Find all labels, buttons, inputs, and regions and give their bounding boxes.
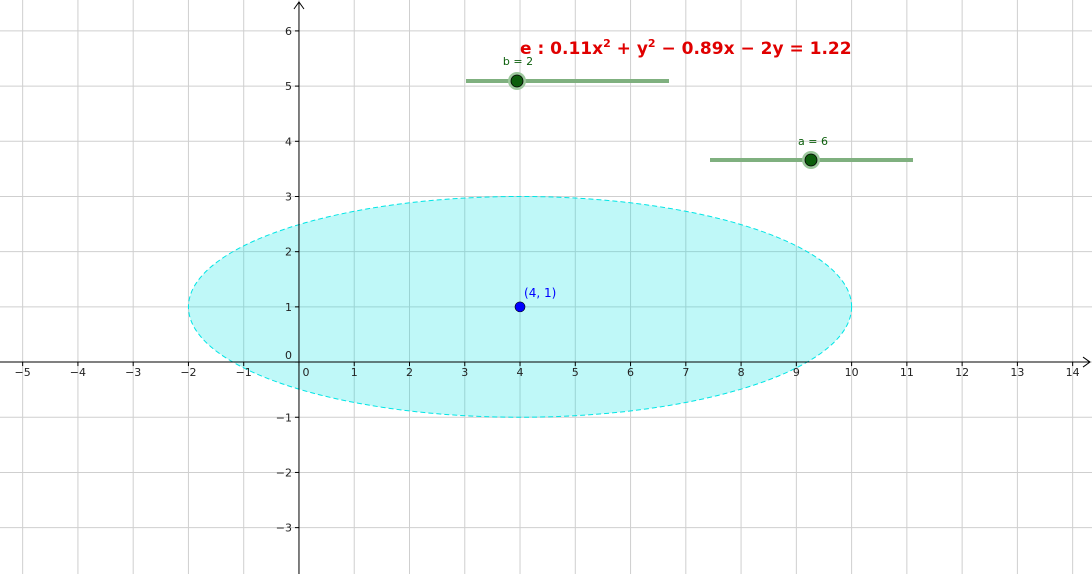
x-tick-label: −5 [15,366,31,379]
x-tick-label: 10 [845,366,859,379]
x-tick-label: 6 [627,366,634,379]
slider[interactable]: a = 6 [710,135,913,169]
x-tick-label: −3 [125,366,141,379]
y-tick-label: 1 [285,301,292,314]
x-tick-label: −1 [236,366,252,379]
point [514,301,526,313]
slider[interactable]: b = 2 [466,55,669,90]
equation-part: + y [611,39,648,59]
x-tick-label: 0 [302,366,309,379]
x-tick-label: 4 [517,366,524,379]
y-tick-label: 5 [285,80,292,93]
y-tick-label: 4 [285,135,292,148]
x-tick-label: 3 [461,366,468,379]
slider-knob[interactable] [510,74,524,88]
x-tick-label: 9 [793,366,800,379]
x-tick-label: 8 [738,366,745,379]
x-tick-label: 7 [682,366,689,379]
y-axis-arrow [293,1,305,10]
y-tick-label: −2 [276,466,292,479]
x-tick-label: 12 [955,366,969,379]
equation-exponent: 2 [603,37,611,50]
y-tick-label: 2 [285,246,292,259]
x-tick-label: 14 [1066,366,1080,379]
slider-knob[interactable] [804,153,818,167]
x-tick-label: 5 [572,366,579,379]
y-tick-label: −3 [276,522,292,535]
equation-part: e : 0.11x [520,39,603,59]
x-tick-label: 13 [1010,366,1024,379]
equation: e : 0.11x2 + y2 − 0.89x − 2y = 1.22 [520,37,852,59]
y-tick-label: 0 [285,349,292,362]
x-tick-label: −2 [180,366,196,379]
x-tick-label: 11 [900,366,914,379]
x-tick-label: −4 [70,366,86,379]
slider-label: a = 6 [798,135,828,148]
x-tick-label: 1 [351,366,358,379]
point-label: (4, 1) [524,286,556,300]
equation-part: − 0.89x − 2y = 1.22 [656,39,852,59]
slider-label: b = 2 [503,55,533,68]
y-tick-label: −1 [276,411,292,424]
y-tick-label: 6 [285,25,292,38]
y-tick-label: 3 [285,190,292,203]
x-tick-label: 2 [406,366,413,379]
x-axis-arrow [1082,356,1091,368]
equation-exponent: 2 [648,37,656,50]
